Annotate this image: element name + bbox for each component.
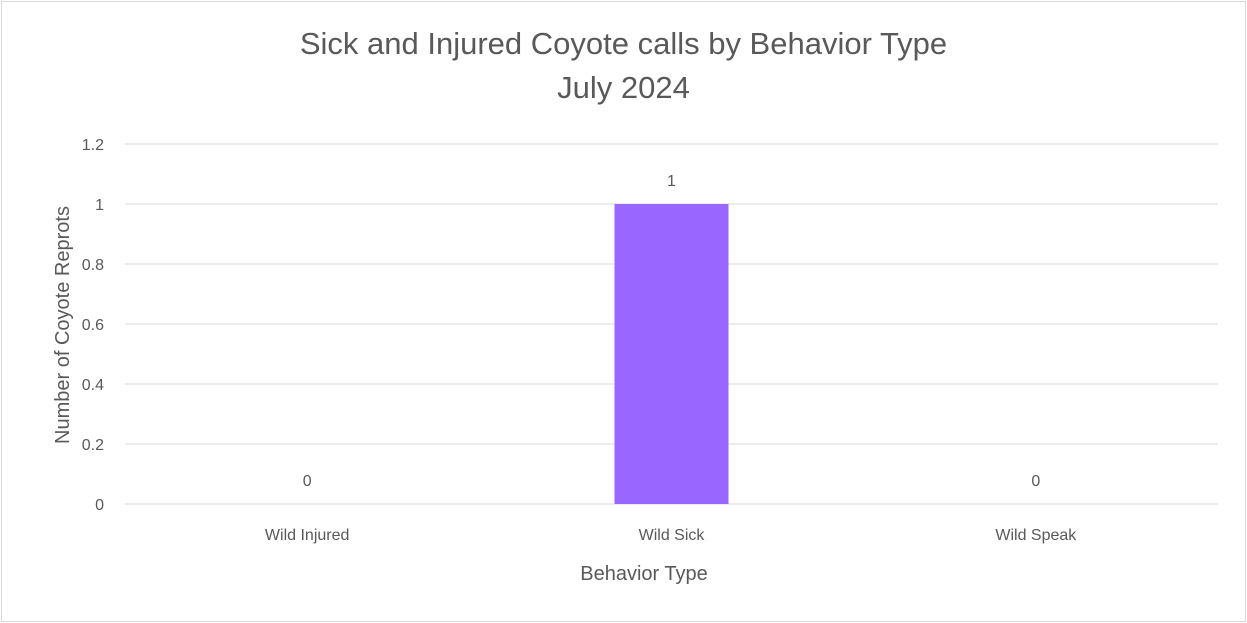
data-label: 0 (303, 473, 312, 490)
x-tick-labels: Wild Injured Wild Sick Wild Speak (265, 527, 1077, 544)
data-label: 0 (1031, 473, 1040, 490)
y-tick-labels: 0 0.2 0.4 0.6 0.8 1 1.2 (82, 137, 104, 514)
bars (614, 204, 729, 504)
data-labels: 0 1 0 (303, 173, 1041, 490)
y-tick-label: 0.2 (82, 437, 104, 454)
data-label: 1 (667, 173, 676, 190)
x-axis-title: Behavior Type (580, 563, 708, 585)
bar (614, 204, 729, 504)
chart-title: Sick and Injured Coyote calls by Behavio… (299, 26, 948, 61)
x-tick-label: Wild Speak (995, 527, 1077, 544)
y-axis-title: Number of Coyote Reprots (52, 206, 74, 444)
y-tick-label: 0.4 (82, 377, 104, 394)
y-tick-label: 1 (95, 197, 104, 214)
y-tick-label: 0.6 (82, 317, 104, 334)
y-tick-label: 0 (95, 497, 104, 514)
y-tick-label: 1.2 (82, 137, 104, 154)
x-tick-label: Wild Sick (639, 527, 706, 544)
chart-subtitle: July 2024 (557, 70, 690, 105)
x-tick-label: Wild Injured (265, 527, 349, 544)
y-tick-label: 0.8 (82, 257, 104, 274)
